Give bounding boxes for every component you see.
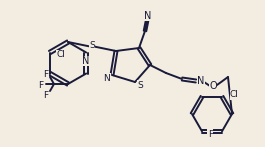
Text: S: S [137,81,143,90]
Text: N: N [104,74,111,82]
Text: Cl: Cl [230,90,239,99]
Text: N: N [144,11,152,21]
Text: F: F [43,91,48,100]
Text: S: S [89,41,95,50]
Text: F: F [43,70,48,78]
Text: Cl: Cl [57,50,66,59]
Text: N: N [82,56,90,66]
Text: O: O [209,81,217,91]
Text: N: N [197,76,205,86]
Text: F: F [208,130,213,139]
Text: F: F [38,81,43,90]
